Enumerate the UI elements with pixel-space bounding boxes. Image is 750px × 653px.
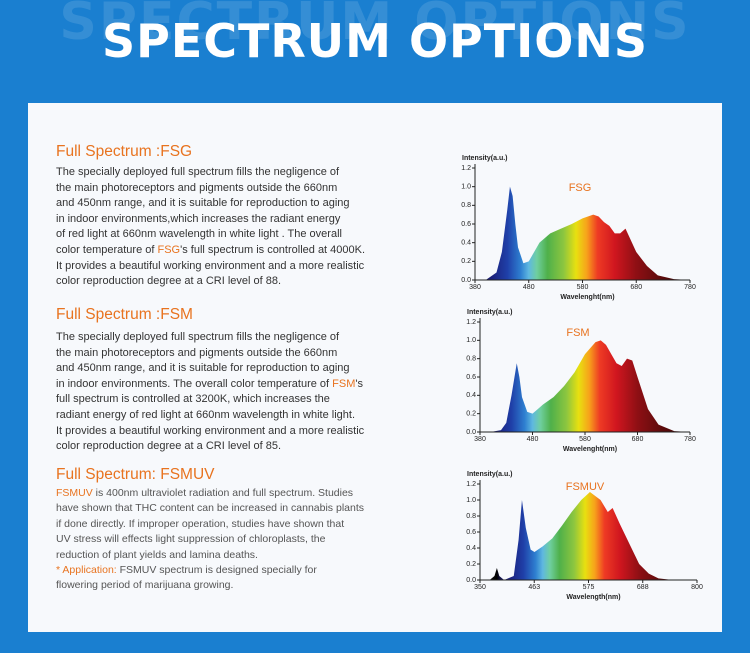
- x-axis-label: Wavelenght(nm): [563, 446, 617, 453]
- body-line: have shown that THC content can be incre…: [56, 502, 364, 515]
- body-line: in indoor environments. The overall colo…: [56, 378, 363, 390]
- y-axis-label: Intensity(a.u.): [467, 309, 513, 316]
- x-tick-label: 800: [691, 584, 703, 591]
- body-line: and 450nm range, and it is suitable for …: [56, 362, 350, 375]
- series-label: FSMUV: [566, 481, 605, 493]
- text-segment: in indoor environments. The overall colo…: [56, 377, 333, 390]
- body-line: It provides a beautiful working environm…: [56, 259, 365, 272]
- y-tick-label: 0.6: [466, 374, 476, 381]
- text-segment: 's: [355, 377, 364, 390]
- spectrum-area: [475, 186, 690, 280]
- body-line: flowering period of marijuana growing.: [56, 579, 234, 592]
- body-line: The specially deployed full spectrum fil…: [56, 166, 340, 178]
- text-segment: * Application:: [56, 564, 120, 576]
- text-segment: is 400nm ultraviolet radiation and full …: [92, 487, 354, 499]
- body-line: radiant energy of red light at 660nm wav…: [56, 409, 356, 421]
- body-line: It provides a beautiful working environm…: [56, 424, 365, 437]
- y-tick-label: 0.8: [461, 202, 471, 209]
- body-line: reduction of plant yields and lamina dea…: [56, 548, 258, 561]
- y-tick-label: 0.8: [466, 513, 476, 520]
- y-tick-label: 1.0: [466, 337, 476, 344]
- body-line: * Application: FSMUV spectrum is designe…: [56, 564, 317, 576]
- y-tick-label: 0.0: [466, 429, 476, 436]
- body-line: full spectrum is controlled at 3200K, wh…: [56, 393, 330, 406]
- x-axis-label: Wavelength(nm): [566, 594, 620, 601]
- text-segment: 's full spectrum is controlled at 4000K.: [180, 244, 366, 256]
- body-line: FSMUV is 400nm ultraviolet radiation and…: [56, 487, 353, 499]
- x-tick-label: 580: [577, 284, 589, 291]
- x-tick-label: 680: [632, 436, 644, 443]
- title: SPECTRUM OPTIONS: [101, 14, 648, 68]
- body-line: color reproduction degree at a CRI level…: [56, 440, 282, 453]
- y-tick-label: 0.4: [461, 240, 471, 247]
- y-tick-label: 0.4: [466, 545, 476, 552]
- y-tick-label: 1.0: [461, 184, 471, 191]
- x-tick-label: 380: [474, 436, 486, 443]
- text-segment: FSM: [332, 377, 356, 390]
- y-tick-label: 0.2: [466, 561, 476, 568]
- x-tick-label: 780: [684, 436, 696, 443]
- spectrum-area: [480, 340, 690, 432]
- body-line: the main photoreceptors and pigments out…: [56, 181, 338, 194]
- body-line: if done directly. If improper operation,…: [56, 517, 345, 530]
- x-tick-label: 480: [523, 284, 535, 291]
- y-tick-label: 1.2: [461, 165, 471, 172]
- x-tick-label: 575: [583, 584, 595, 591]
- body-line: color reproduction degree at a CRI level…: [56, 275, 282, 288]
- y-tick-label: 0.2: [461, 258, 471, 265]
- x-tick-label: 580: [579, 436, 591, 443]
- section-heading: Full Spectrum :FSG: [56, 143, 193, 160]
- y-tick-label: 1.0: [466, 497, 476, 504]
- body-line: UV stress will effects light suppression…: [56, 533, 326, 546]
- body-line: of red light at 660nm wavelength in whit…: [56, 228, 342, 241]
- x-axis-label: Wavelenght(nm): [560, 294, 614, 301]
- x-tick-label: 688: [637, 584, 649, 591]
- text-segment: FSG: [157, 244, 181, 256]
- text-segment: FSMUV: [56, 487, 93, 499]
- x-tick-label: 350: [474, 584, 486, 591]
- section-heading: Full Spectrum :FSM: [56, 306, 193, 323]
- x-tick-label: 380: [469, 284, 481, 291]
- y-tick-label: 0.0: [466, 577, 476, 584]
- body-line: the main photoreceptors and pigments out…: [56, 346, 338, 359]
- text-segment: color temperature of: [56, 244, 158, 256]
- body-line: color temperature of FSG's full spectrum…: [56, 244, 365, 256]
- body-line: The specially deployed full spectrum fil…: [56, 331, 340, 343]
- text-segment: FSMUV spectrum is designed specially for: [119, 564, 317, 576]
- y-tick-label: 0.6: [461, 221, 471, 228]
- y-axis-label: Intensity(a.u.): [467, 471, 513, 478]
- x-tick-label: 780: [684, 284, 696, 291]
- spectrum-area: [480, 492, 697, 580]
- y-tick-label: 0.4: [466, 392, 476, 399]
- y-tick-label: 0.0: [461, 277, 471, 284]
- y-tick-label: 0.8: [466, 356, 476, 363]
- y-tick-label: 1.2: [466, 481, 476, 488]
- body-line: and 450nm range, and it is suitable for …: [56, 197, 350, 210]
- y-tick-label: 0.6: [466, 529, 476, 536]
- y-tick-label: 1.2: [466, 319, 476, 326]
- section-heading: Full Spectrum: FSMUV: [56, 466, 215, 483]
- x-tick-label: 680: [630, 284, 642, 291]
- y-axis-label: Intensity(a.u.): [462, 155, 508, 162]
- series-label: FSM: [566, 327, 589, 339]
- series-label: FSG: [569, 182, 592, 194]
- y-tick-label: 0.2: [466, 411, 476, 418]
- x-tick-label: 463: [528, 584, 540, 591]
- title-shadow: SPECTRUM OPTIONS: [59, 0, 691, 52]
- x-tick-label: 480: [527, 436, 539, 443]
- body-line: in indoor environments,which increases t…: [56, 212, 341, 225]
